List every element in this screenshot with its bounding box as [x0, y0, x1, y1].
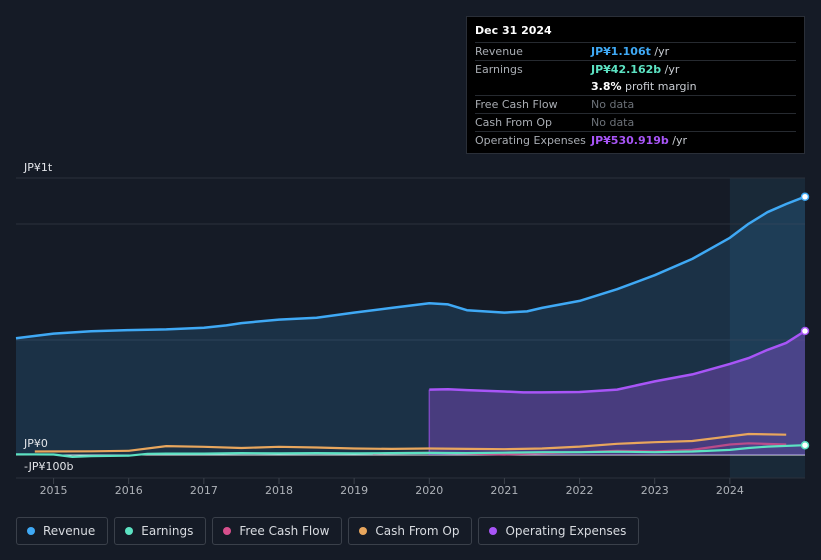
- series-areas: [16, 196, 805, 455]
- chart-legend: Revenue Earnings Free Cash Flow Cash From O…: [16, 517, 645, 545]
- revenue-line: [15, 195, 806, 340]
- legend-item-cash-from-op[interactable]: Cash From Op: [348, 517, 473, 545]
- legend-label: Earnings: [141, 524, 194, 538]
- tooltip-row: Revenue JP¥1.106t /yr: [475, 42, 796, 60]
- legend-label: Revenue: [43, 524, 96, 538]
- legend-label: Cash From Op: [375, 524, 460, 538]
- x-tick-label: 2021: [490, 484, 518, 497]
- tooltip: Dec 31 2024 Revenue JP¥1.106t /yr Earnings…: [466, 16, 805, 154]
- y-axis-label: JP¥1t: [23, 161, 53, 174]
- x-tick-label: 2018: [265, 484, 293, 497]
- financial-chart: 2015 2016 2017 2018 2019 2020 2021 2022 2023 2024…: [15, 161, 810, 497]
- x-tick-label: 2017: [190, 484, 218, 497]
- tooltip-row-value: No data: [591, 116, 635, 129]
- operating-expenses-end-marker: [800, 326, 810, 336]
- tooltip-row-value: JP¥1.106t /yr: [591, 45, 670, 58]
- tooltip-row-label: Revenue: [475, 45, 523, 58]
- tooltip-row-label: Earnings: [475, 63, 523, 76]
- x-tick-label: 2019: [340, 484, 368, 497]
- legend-label: Free Cash Flow: [239, 524, 330, 538]
- tooltip-row: Operating Expenses JP¥530.919b /yr: [475, 131, 796, 149]
- legend-item-revenue[interactable]: Revenue: [16, 517, 109, 545]
- legend-item-earnings[interactable]: Earnings: [114, 517, 207, 545]
- operating-expenses-area: [429, 331, 805, 455]
- chart-gridlines: [16, 177, 805, 479]
- x-tick-label: 2016: [115, 484, 143, 497]
- legend-item-operating-expenses[interactable]: Operating Expenses: [478, 517, 640, 545]
- tooltip-row-value: JP¥42.162b /yr: [591, 63, 680, 76]
- tooltip-row-label: Cash From Op: [475, 116, 553, 129]
- tooltip-row: Cash From Op No data: [475, 113, 796, 131]
- y-axis-labels: JP¥1t JP¥0 -JP¥100b: [23, 161, 73, 473]
- x-tick-label: 2023: [641, 484, 669, 497]
- legend-item-free-cash-flow[interactable]: Free Cash Flow: [212, 517, 343, 545]
- x-axis-ticks: 2015 2016 2017 2018 2019 2020 2021 2022 2023 2024: [40, 478, 744, 497]
- tooltip-row: 3.8% profit margin: [475, 78, 796, 95]
- cash-from-op-line: [34, 432, 787, 453]
- tooltip-row-label: Operating Expenses: [475, 134, 586, 147]
- y-axis-label: -JP¥100b: [24, 460, 73, 473]
- legend-dot-icon: [125, 527, 134, 535]
- tooltip-rows: Revenue JP¥1.106t /yr Earnings JP¥42.162b /…: [475, 42, 796, 149]
- legend-dot-icon: [223, 527, 232, 535]
- tooltip-row-value: 3.8% profit margin: [591, 80, 697, 93]
- x-tick-label: 2020: [415, 484, 443, 497]
- x-tick-label: 2024: [716, 484, 744, 497]
- tooltip-row: Earnings JP¥42.162b /yr: [475, 60, 796, 78]
- series-lines: [15, 195, 806, 458]
- legend-dot-icon: [489, 527, 498, 535]
- series-end-markers: [800, 192, 810, 450]
- y-axis-label: JP¥0: [23, 437, 48, 450]
- revenue-end-marker: [800, 192, 810, 201]
- legend-label: Operating Expenses: [505, 524, 627, 538]
- tooltip-row: Free Cash Flow No data: [475, 95, 796, 113]
- legend-dot-icon: [359, 527, 368, 535]
- tooltip-row-label: Free Cash Flow: [475, 98, 558, 111]
- x-tick-label: 2015: [40, 484, 68, 497]
- earnings-end-marker: [800, 440, 810, 450]
- tooltip-row-value: JP¥530.919b /yr: [591, 134, 688, 147]
- x-tick-label: 2022: [566, 484, 594, 497]
- tooltip-date: Dec 31 2024: [475, 24, 552, 37]
- earnings-line: [15, 444, 806, 458]
- tooltip-row-value: No data: [591, 98, 635, 111]
- operating-expenses-line: [429, 329, 806, 394]
- legend-dot-icon: [27, 527, 35, 535]
